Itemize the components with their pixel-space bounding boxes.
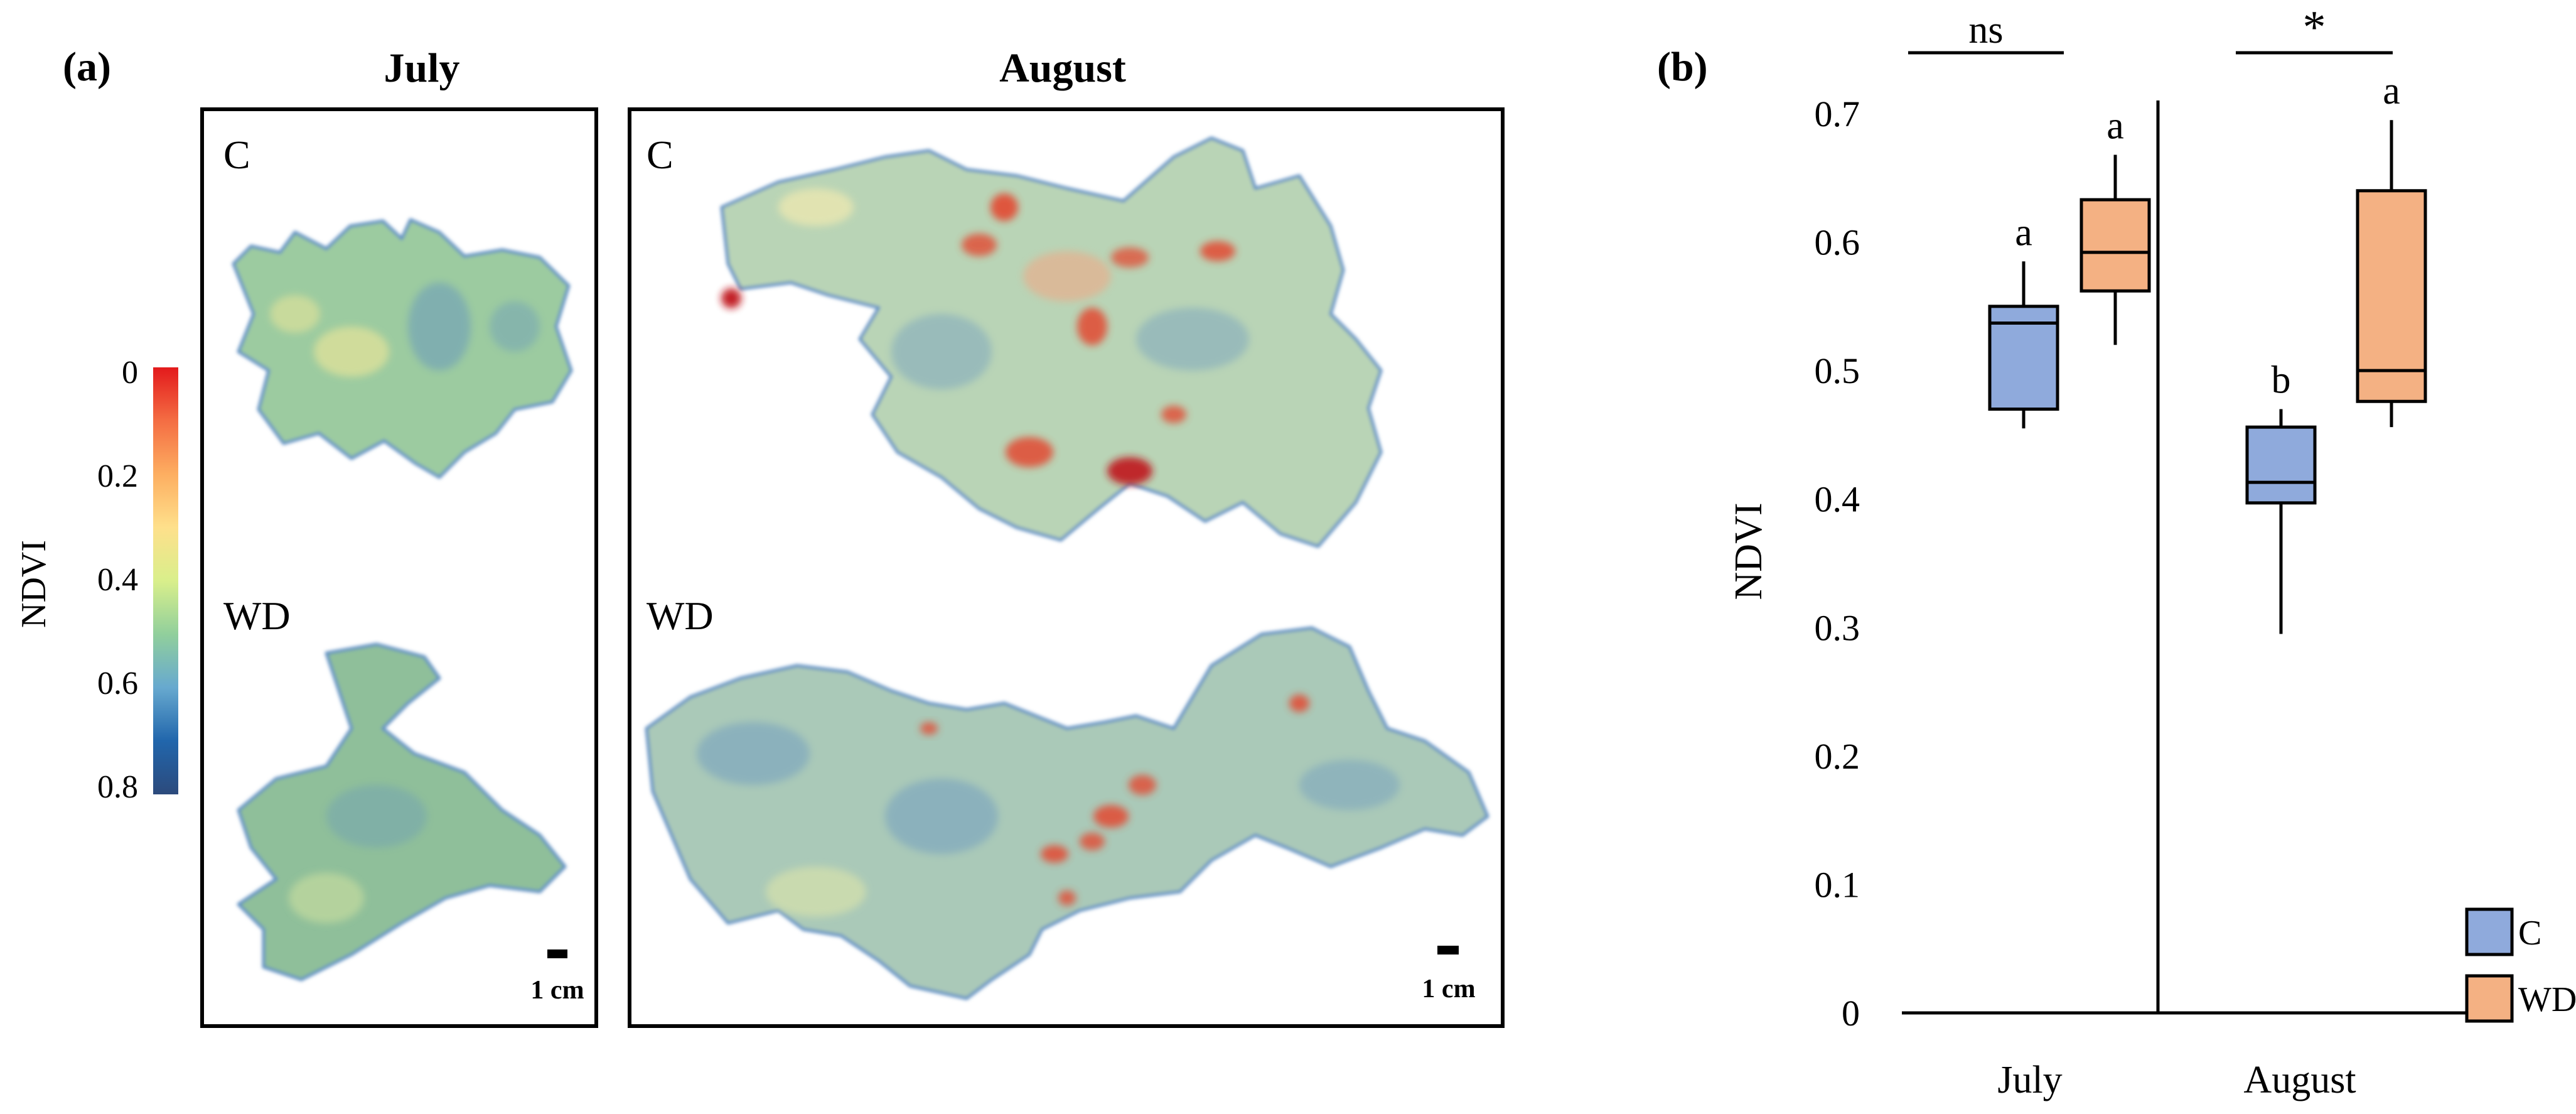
ndvi-map-august-c [720, 136, 1383, 548]
ndvi-colorbar: 0 0.2 0.4 0.6 0.8 NDVI [14, 355, 178, 805]
y-tick-label: 0.5 [1815, 350, 1860, 391]
y-tick-label: 0.6 [1815, 222, 1860, 263]
ndvi-hotspot [408, 283, 471, 370]
ndvi-hotspot [326, 785, 427, 848]
august-image-frame: C WD 1 cm [628, 107, 1505, 1028]
significance-label: * [2303, 2, 2326, 53]
panel-a-label: (a) [63, 44, 111, 90]
ndvi-hotspot [778, 188, 854, 226]
colorbar-tick: 0 [122, 355, 138, 391]
colorbar-tick: 0.2 [97, 458, 138, 494]
ndvi-hotspot [721, 288, 741, 308]
july-image-frame: C WD 1 cm [200, 107, 598, 1028]
box-c-august [2245, 409, 2317, 634]
ndvi-map-july-wd [237, 642, 567, 982]
scale-bar [547, 949, 567, 958]
ndvi-hotspot [1077, 308, 1107, 345]
significance-letter: a [2015, 211, 2032, 254]
ndvi-hotspot [962, 234, 997, 256]
ndvi-hotspot [314, 327, 389, 377]
y-axis-ticks: 0 0.1 0.2 0.3 0.4 0.5 0.6 0.7 [1815, 94, 1860, 1034]
ndvi-hotspot [891, 314, 992, 389]
scale-bar-label: 1 cm [530, 976, 584, 1005]
legend-label: C [2518, 914, 2541, 953]
ndvi-hotspot [1107, 457, 1152, 485]
legend-swatch-wd [2465, 974, 2514, 1023]
plot-area: July August a a b a ns * [1902, 2, 2509, 1101]
august-row-label-c: C [647, 132, 674, 177]
ndvi-map-august-wd [645, 626, 1489, 1000]
box-wd-july [2080, 154, 2151, 345]
ndvi-hotspot [885, 779, 998, 854]
july-row-label-wd: WD [223, 593, 291, 638]
colorbar-tick: 0.8 [97, 769, 138, 805]
box-iqr [2245, 425, 2317, 505]
column-title-july: July [384, 45, 459, 91]
y-tick-label: 0.4 [1815, 479, 1860, 520]
colorbar-gradient [153, 367, 178, 794]
ndvi-hotspot [1080, 833, 1105, 850]
significance-letter: a [2106, 104, 2124, 147]
ndvi-hotspot [270, 295, 320, 333]
significance-letter: b [2272, 359, 2291, 402]
ndvi-hotspot [289, 873, 364, 923]
y-tick-label: 0.1 [1815, 864, 1860, 905]
ndvi-hotspot [1161, 406, 1186, 423]
column-title-august: August [999, 45, 1126, 91]
colorbar-title: NDVI [14, 540, 53, 628]
ndvi-hotspot [1299, 760, 1400, 810]
ndvi-map-july-c [232, 218, 573, 479]
ndvi-hotspot [990, 193, 1018, 221]
ndvi-hotspot [1136, 308, 1249, 370]
leaf-canopy-shape [720, 136, 1383, 548]
ndvi-hotspot [1093, 805, 1129, 828]
x-tick-label: July [1997, 1059, 2062, 1101]
ndvi-hotspot [1023, 251, 1111, 301]
y-tick-label: 0.7 [1815, 94, 1860, 134]
significance-letter: a [2383, 70, 2400, 112]
legend-label: WD [2518, 980, 2576, 1019]
panel-b-label: (b) [1657, 44, 1708, 90]
ndvi-hotspot [1006, 437, 1053, 467]
significance-label: ns [1968, 9, 2003, 51]
scale-bar [1437, 946, 1459, 954]
ndvi-hotspot [697, 722, 810, 785]
y-tick-label: 0 [1842, 993, 1860, 1034]
x-tick-label: August [2243, 1059, 2356, 1101]
august-row-label-wd: WD [647, 593, 714, 638]
ndvi-hotspot [1129, 775, 1156, 795]
box-iqr [2080, 198, 2151, 293]
ndvi-hotspot [490, 301, 540, 352]
july-row-label-c: C [223, 132, 250, 177]
colorbar-tick: 0.4 [97, 562, 138, 598]
y-tick-label: 0.2 [1815, 736, 1860, 777]
colorbar-tick: 0.6 [97, 666, 138, 701]
ndvi-hotspot [766, 867, 866, 917]
panel-b: (b) NDVI 0 0.1 0.2 0.3 0.4 0.5 0.6 0.7 July Augu… [1657, 2, 2576, 1101]
ndvi-hotspot [920, 722, 938, 735]
box-c-july [1988, 261, 2059, 429]
ndvi-hotspot [1200, 241, 1235, 261]
panel-a: (a) July August 0 0.2 0.4 0.6 0.8 NDVI C… [14, 44, 1505, 1028]
legend: C WD [2465, 907, 2576, 1023]
leaf-canopy-shape [232, 218, 573, 479]
ndvi-hotspot [1289, 695, 1309, 712]
ndvi-hotspot [1041, 845, 1068, 863]
ndvi-hotspot [1111, 247, 1149, 268]
box-iqr [2356, 189, 2427, 403]
legend-swatch-c [2465, 907, 2514, 956]
y-tick-label: 0.3 [1815, 607, 1860, 648]
box-wd-august [2356, 120, 2427, 428]
y-axis-title: NDVI [1727, 503, 1770, 600]
ndvi-hotspot [1058, 890, 1076, 906]
scale-bar-label: 1 cm [1422, 975, 1475, 1003]
